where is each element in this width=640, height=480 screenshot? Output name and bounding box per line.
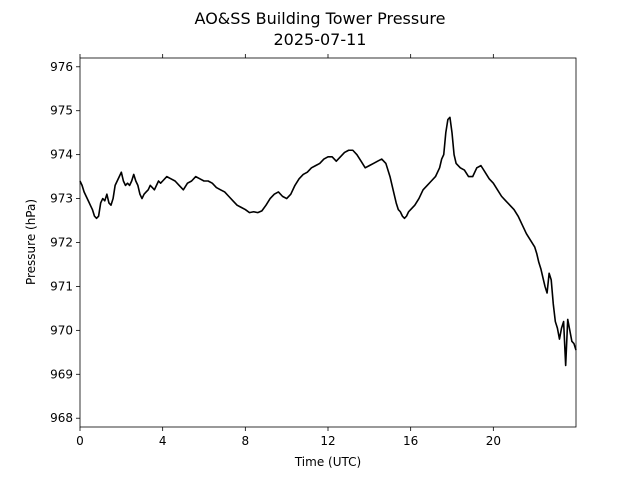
axes-frame [80,58,576,427]
y-tick-label: 973 [50,192,73,206]
chart-title: AO&SS Building Tower Pressure [195,9,446,28]
y-axis-label: Pressure (hPa) [24,199,38,285]
x-tick-label: 20 [486,434,501,448]
x-tick-label: 8 [242,434,250,448]
y-tick-label: 972 [50,236,73,250]
x-tick-label: 0 [76,434,84,448]
x-tick-label: 4 [159,434,167,448]
y-tick-label: 974 [50,148,73,162]
y-tick-label: 976 [50,60,73,74]
y-tick-label: 968 [50,411,73,425]
x-axis-label: Time (UTC) [294,455,361,469]
x-tick-label: 12 [320,434,335,448]
plot-area: 0 4 8 12 16 20 968 969 970 971 972 973 974 975 976 [50,54,576,448]
series-line-0 [80,117,576,365]
y-tick-label: 975 [50,104,73,118]
y-tick-label: 969 [50,367,73,381]
x-tick-label: 16 [403,434,418,448]
chart-subtitle: 2025-07-11 [274,30,367,49]
y-tick-label: 970 [50,323,73,337]
y-tick-label: 971 [50,279,73,293]
